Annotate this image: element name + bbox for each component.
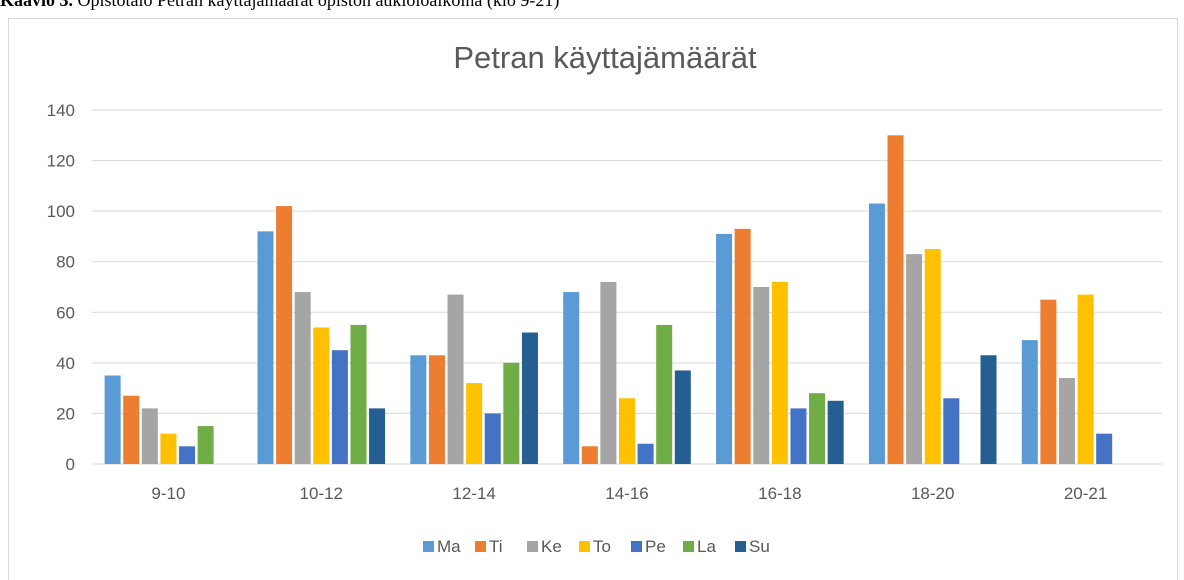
bar xyxy=(294,292,311,464)
bar xyxy=(466,383,483,464)
bar xyxy=(276,206,293,465)
y-tick-label: 80 xyxy=(56,253,75,272)
y-tick-label: 60 xyxy=(56,303,75,322)
bar xyxy=(1077,294,1094,464)
bar xyxy=(827,400,844,464)
y-tick-label: 20 xyxy=(56,404,75,423)
chart-title: Petran käyttajämäärät xyxy=(453,40,757,75)
bar xyxy=(104,375,121,464)
bar xyxy=(1058,378,1075,464)
legend-swatch xyxy=(423,541,434,552)
x-tick-label: 12-14 xyxy=(452,484,495,503)
bar xyxy=(313,327,330,464)
y-tick-label: 140 xyxy=(47,101,75,120)
bar xyxy=(734,228,751,464)
chart-border xyxy=(8,18,1178,580)
bar xyxy=(887,135,904,465)
bar xyxy=(868,203,885,465)
bar xyxy=(581,446,598,464)
legend-label: Ke xyxy=(541,537,562,556)
bar xyxy=(563,292,580,464)
bar xyxy=(1021,340,1038,464)
y-tick-label: 100 xyxy=(47,202,75,221)
x-tick-label: 14-16 xyxy=(605,484,648,503)
legend-label: La xyxy=(697,537,716,556)
bar xyxy=(1096,433,1113,464)
y-tick-label: 120 xyxy=(47,152,75,171)
legend-swatch xyxy=(683,541,694,552)
legend-swatch xyxy=(631,541,642,552)
bar xyxy=(716,233,733,464)
x-tick-label: 9-10 xyxy=(151,484,185,503)
bar xyxy=(980,355,997,464)
bar xyxy=(447,294,464,464)
bar xyxy=(369,408,386,464)
legend-swatch xyxy=(579,541,590,552)
bar xyxy=(753,287,770,464)
bar xyxy=(943,398,960,464)
legend-swatch xyxy=(735,541,746,552)
bar xyxy=(619,398,635,464)
legend-label: Pe xyxy=(645,537,666,556)
bar xyxy=(503,362,520,464)
bar xyxy=(197,426,214,464)
x-tick-label: 20-21 xyxy=(1064,484,1107,503)
caption: Kaavio 3. Opistotalo Petran käyttäjämäär… xyxy=(0,0,559,11)
bar xyxy=(410,355,427,464)
bar xyxy=(141,408,158,464)
legend-label: Ti xyxy=(489,537,503,556)
bar xyxy=(179,446,196,464)
bar xyxy=(809,393,826,464)
x-tick-label: 18-20 xyxy=(911,484,954,503)
bar xyxy=(656,324,673,464)
bar xyxy=(1040,299,1057,464)
legend-swatch xyxy=(527,541,538,552)
bar xyxy=(790,408,807,464)
bar xyxy=(906,254,923,464)
bar xyxy=(428,355,445,464)
bar xyxy=(257,231,274,464)
bar xyxy=(600,281,617,464)
bar xyxy=(924,249,941,464)
x-tick-label: 10-12 xyxy=(300,484,343,503)
bar xyxy=(160,433,177,464)
bar xyxy=(674,370,691,464)
bar xyxy=(123,395,140,464)
bar xyxy=(637,443,654,464)
x-tick-label: 16-18 xyxy=(758,484,801,503)
legend-swatch xyxy=(475,541,486,552)
y-tick-label: 40 xyxy=(56,354,75,373)
caption-label: Kaavio 3. xyxy=(0,0,73,10)
bar xyxy=(331,350,348,464)
bar xyxy=(771,281,788,464)
y-tick-label: 0 xyxy=(66,455,75,474)
bar xyxy=(350,324,367,464)
bar xyxy=(484,413,501,464)
caption-text: Opistotalo Petran käyttäjämäärät opiston… xyxy=(78,0,560,11)
bar xyxy=(521,332,538,464)
legend-label: Ma xyxy=(437,537,461,556)
legend-label: To xyxy=(593,537,611,556)
legend-label: Su xyxy=(749,537,770,556)
